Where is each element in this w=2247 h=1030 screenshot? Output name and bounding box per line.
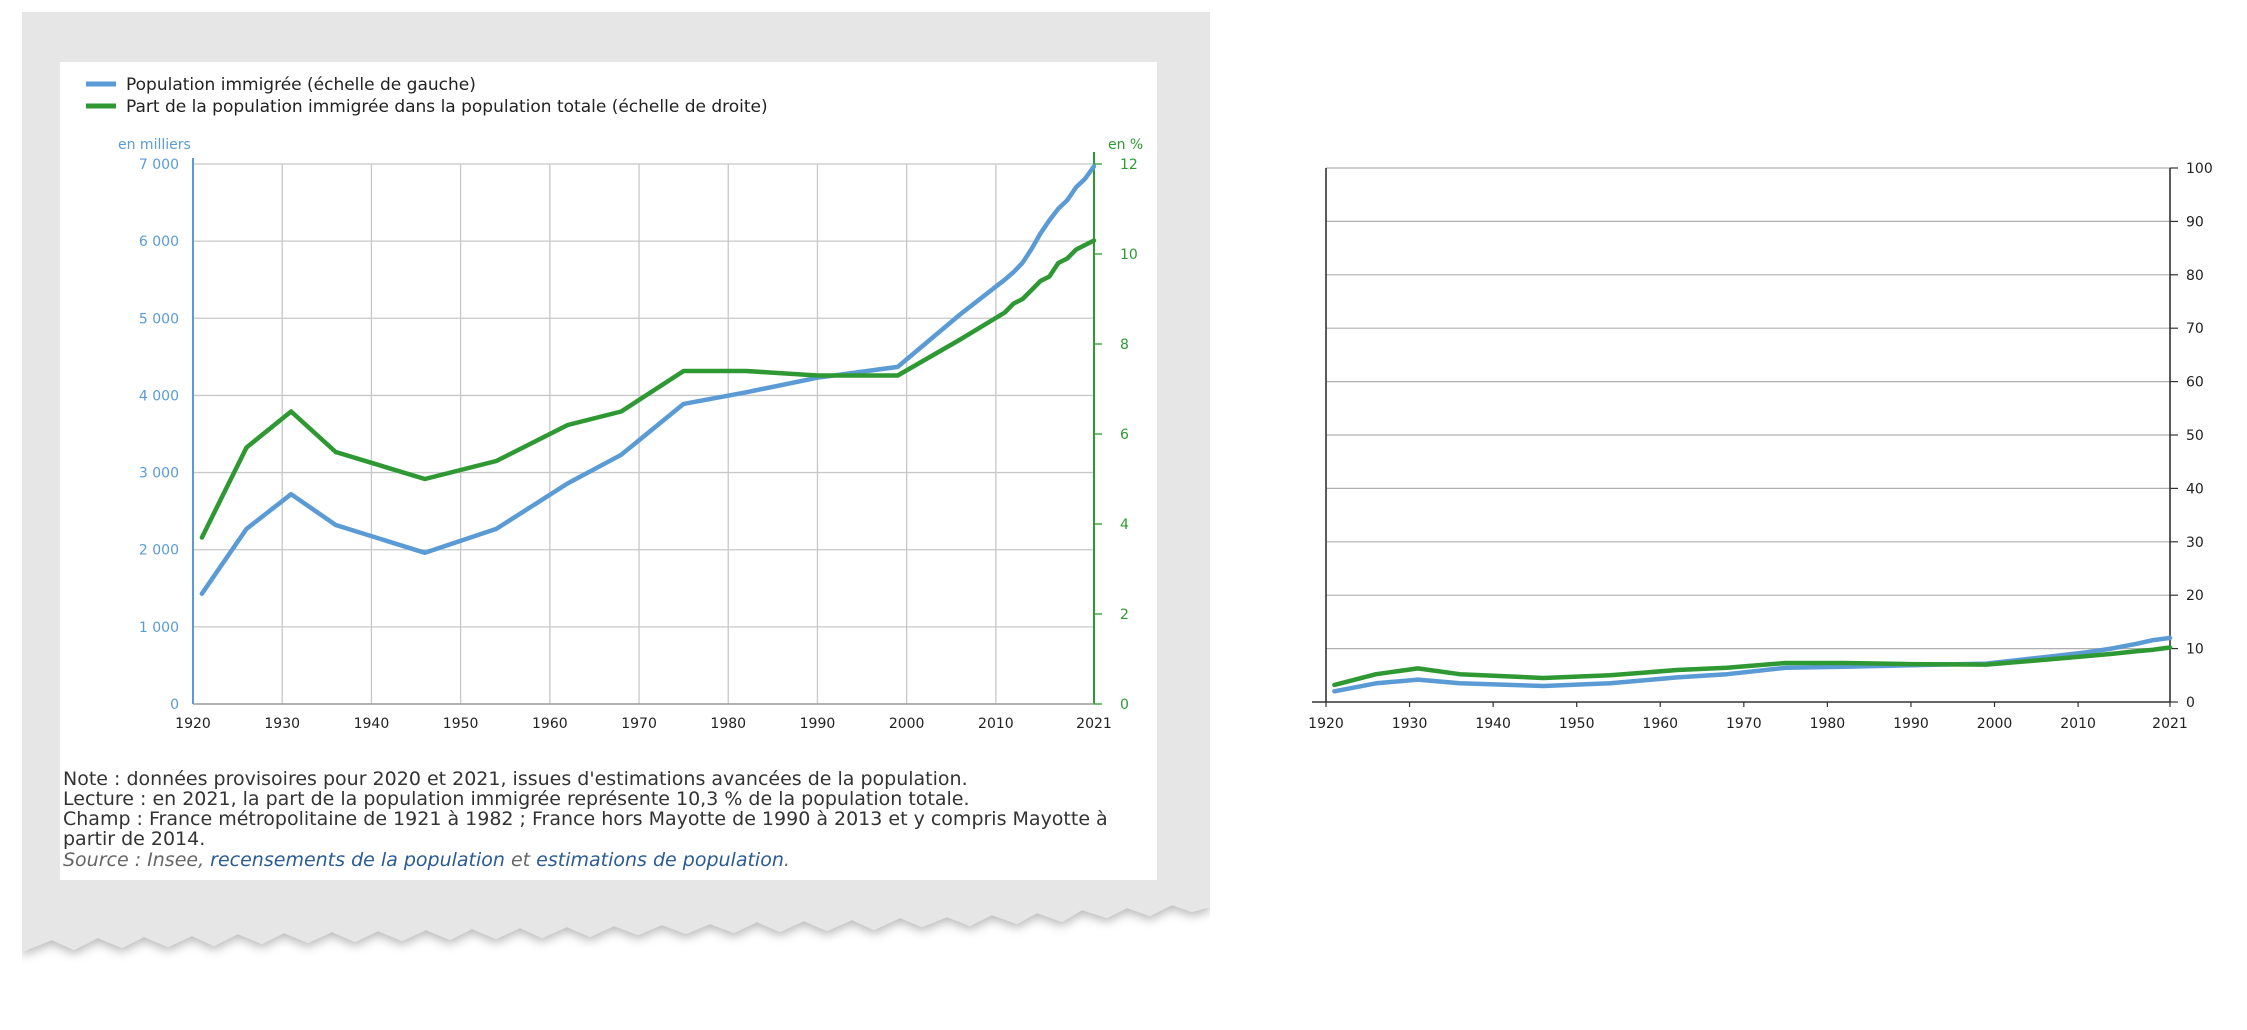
left-tick-label: 3 000: [139, 466, 179, 482]
x-tick-label: 1970: [621, 716, 657, 732]
series-line-share: [199, 238, 1097, 540]
right-axis-unit: en %: [1108, 137, 1143, 153]
x-tick-label: 1920: [175, 716, 211, 732]
x-tick-label: 2010: [2060, 716, 2096, 732]
left-tick-label: 6 000: [139, 234, 179, 250]
x-tick-label: 1990: [1893, 716, 1929, 732]
x-tick-label: 2000: [1977, 716, 2013, 732]
chart-card: Population immigrée (échelle de gauche) P…: [60, 62, 1157, 880]
left-tick-label: 4 000: [139, 388, 179, 404]
right-tick-label: 0: [1120, 697, 1129, 713]
right-tick-label: 6: [1120, 427, 1129, 443]
x-tick-label: 1940: [1475, 716, 1511, 732]
right-tick-label: 20: [2186, 588, 2204, 604]
rescaled-line-chart: 0 10 20 30 40 50 60 70 80 90 100 1920 1930 1940 1950 19…: [1308, 161, 2213, 732]
lecture-text: Lecture : en 2021, la part de la populat…: [63, 788, 970, 810]
right-tick-label: 4: [1120, 517, 1129, 533]
series-line-blue: [1332, 635, 2173, 694]
right-tick-label: 40: [2186, 481, 2204, 497]
x-tick-label: 1960: [1642, 716, 1678, 732]
recensements-link[interactable]: recensements de la population: [210, 849, 505, 871]
x-tick-label: 1980: [1810, 716, 1846, 732]
estimations-link[interactable]: estimations de population: [536, 849, 784, 871]
left-tick-label: 7 000: [139, 157, 179, 173]
champ-text-line-1: Champ : France métropolitaine de 1921 à …: [63, 808, 1108, 830]
series-line-population: [199, 164, 1097, 596]
x-tick-label: 1990: [800, 716, 836, 732]
x-tick-label: 1960: [532, 716, 568, 732]
right-tick-label: 50: [2186, 428, 2204, 444]
x-tick-label: 1970: [1726, 716, 1762, 732]
right-tick-label: 80: [2186, 268, 2204, 284]
champ-text-line-2: partir de 2014.: [63, 828, 206, 850]
x-tick-label: 2021: [2152, 716, 2188, 732]
right-tick-label: 2: [1120, 607, 1129, 623]
right-tick-label: 30: [2186, 535, 2204, 551]
source-prefix: Source : Insee,: [63, 849, 205, 871]
right-tick-label: 8: [1120, 337, 1129, 353]
x-tick-label: 2021: [1076, 716, 1112, 732]
x-tick-label: 2000: [889, 716, 925, 732]
left-tick-label: 2 000: [139, 543, 179, 559]
right-tick-label: 100: [2186, 161, 2213, 177]
right-tick-label: 10: [1120, 247, 1138, 263]
x-tick-label: 1940: [354, 716, 390, 732]
x-tick-label: 1930: [1392, 716, 1428, 732]
right-tick-label: 12: [1120, 157, 1138, 173]
series-line-green: [1332, 645, 2173, 688]
right-tick-label: 70: [2186, 321, 2204, 337]
note-text: Note : données provisoires pour 2020 et …: [63, 768, 968, 790]
legend-label: Population immigrée (échelle de gauche): [126, 75, 476, 95]
x-tick-label: 2010: [978, 716, 1014, 732]
dual-axis-line-chart: Population immigrée (échelle de gauche)P…: [86, 75, 1143, 732]
left-tick-label: 1 000: [139, 620, 179, 636]
source-text: Source : Insee, recensements de la popul…: [63, 849, 790, 871]
source-end: .: [783, 849, 790, 871]
x-tick-label: 1920: [1308, 716, 1344, 732]
x-tick-label: 1950: [443, 716, 479, 732]
left-tick-label: 0: [170, 697, 179, 713]
legend-label: Part de la population immigrée dans la p…: [126, 97, 768, 117]
right-tick-label: 60: [2186, 375, 2204, 391]
x-tick-label: 1950: [1559, 716, 1595, 732]
right-tick-label: 90: [2186, 214, 2204, 230]
x-tick-label: 1930: [264, 716, 300, 732]
right-tick-label: 10: [2186, 642, 2204, 658]
right-tick-label: 0: [2186, 695, 2195, 711]
left-tick-label: 5 000: [139, 311, 179, 327]
source-mid: et: [510, 849, 531, 871]
x-tick-label: 1980: [710, 716, 746, 732]
left-axis-unit: en milliers: [118, 137, 191, 153]
